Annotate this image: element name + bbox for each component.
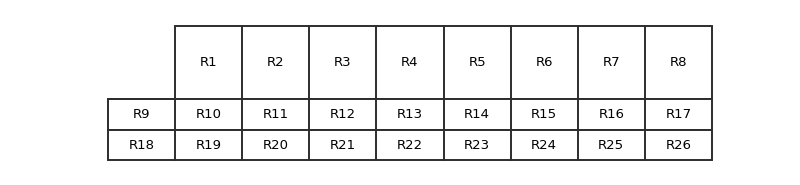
Text: R8: R8	[670, 56, 687, 69]
Text: R12: R12	[330, 108, 356, 121]
Text: R5: R5	[468, 56, 486, 69]
Text: R23: R23	[464, 139, 490, 152]
Text: R25: R25	[598, 139, 624, 152]
Text: R13: R13	[397, 108, 423, 121]
Text: R1: R1	[200, 56, 218, 69]
Text: R3: R3	[334, 56, 352, 69]
Text: R26: R26	[666, 139, 691, 152]
Text: R20: R20	[263, 139, 289, 152]
Text: R17: R17	[666, 108, 691, 121]
Text: R14: R14	[464, 108, 490, 121]
Bar	[175, 26, 712, 99]
Text: R2: R2	[267, 56, 285, 69]
Text: R10: R10	[196, 108, 222, 121]
Text: R24: R24	[531, 139, 557, 152]
Bar	[108, 130, 712, 160]
Text: R7: R7	[602, 56, 620, 69]
Bar	[108, 99, 712, 130]
Text: R19: R19	[196, 139, 222, 152]
Text: R22: R22	[397, 139, 423, 152]
Text: R18: R18	[129, 139, 154, 152]
Text: R4: R4	[402, 56, 418, 69]
Text: R9: R9	[133, 108, 150, 121]
Text: R16: R16	[598, 108, 624, 121]
Text: R15: R15	[531, 108, 558, 121]
Text: R6: R6	[535, 56, 553, 69]
Text: R11: R11	[262, 108, 289, 121]
Text: R21: R21	[330, 139, 356, 152]
